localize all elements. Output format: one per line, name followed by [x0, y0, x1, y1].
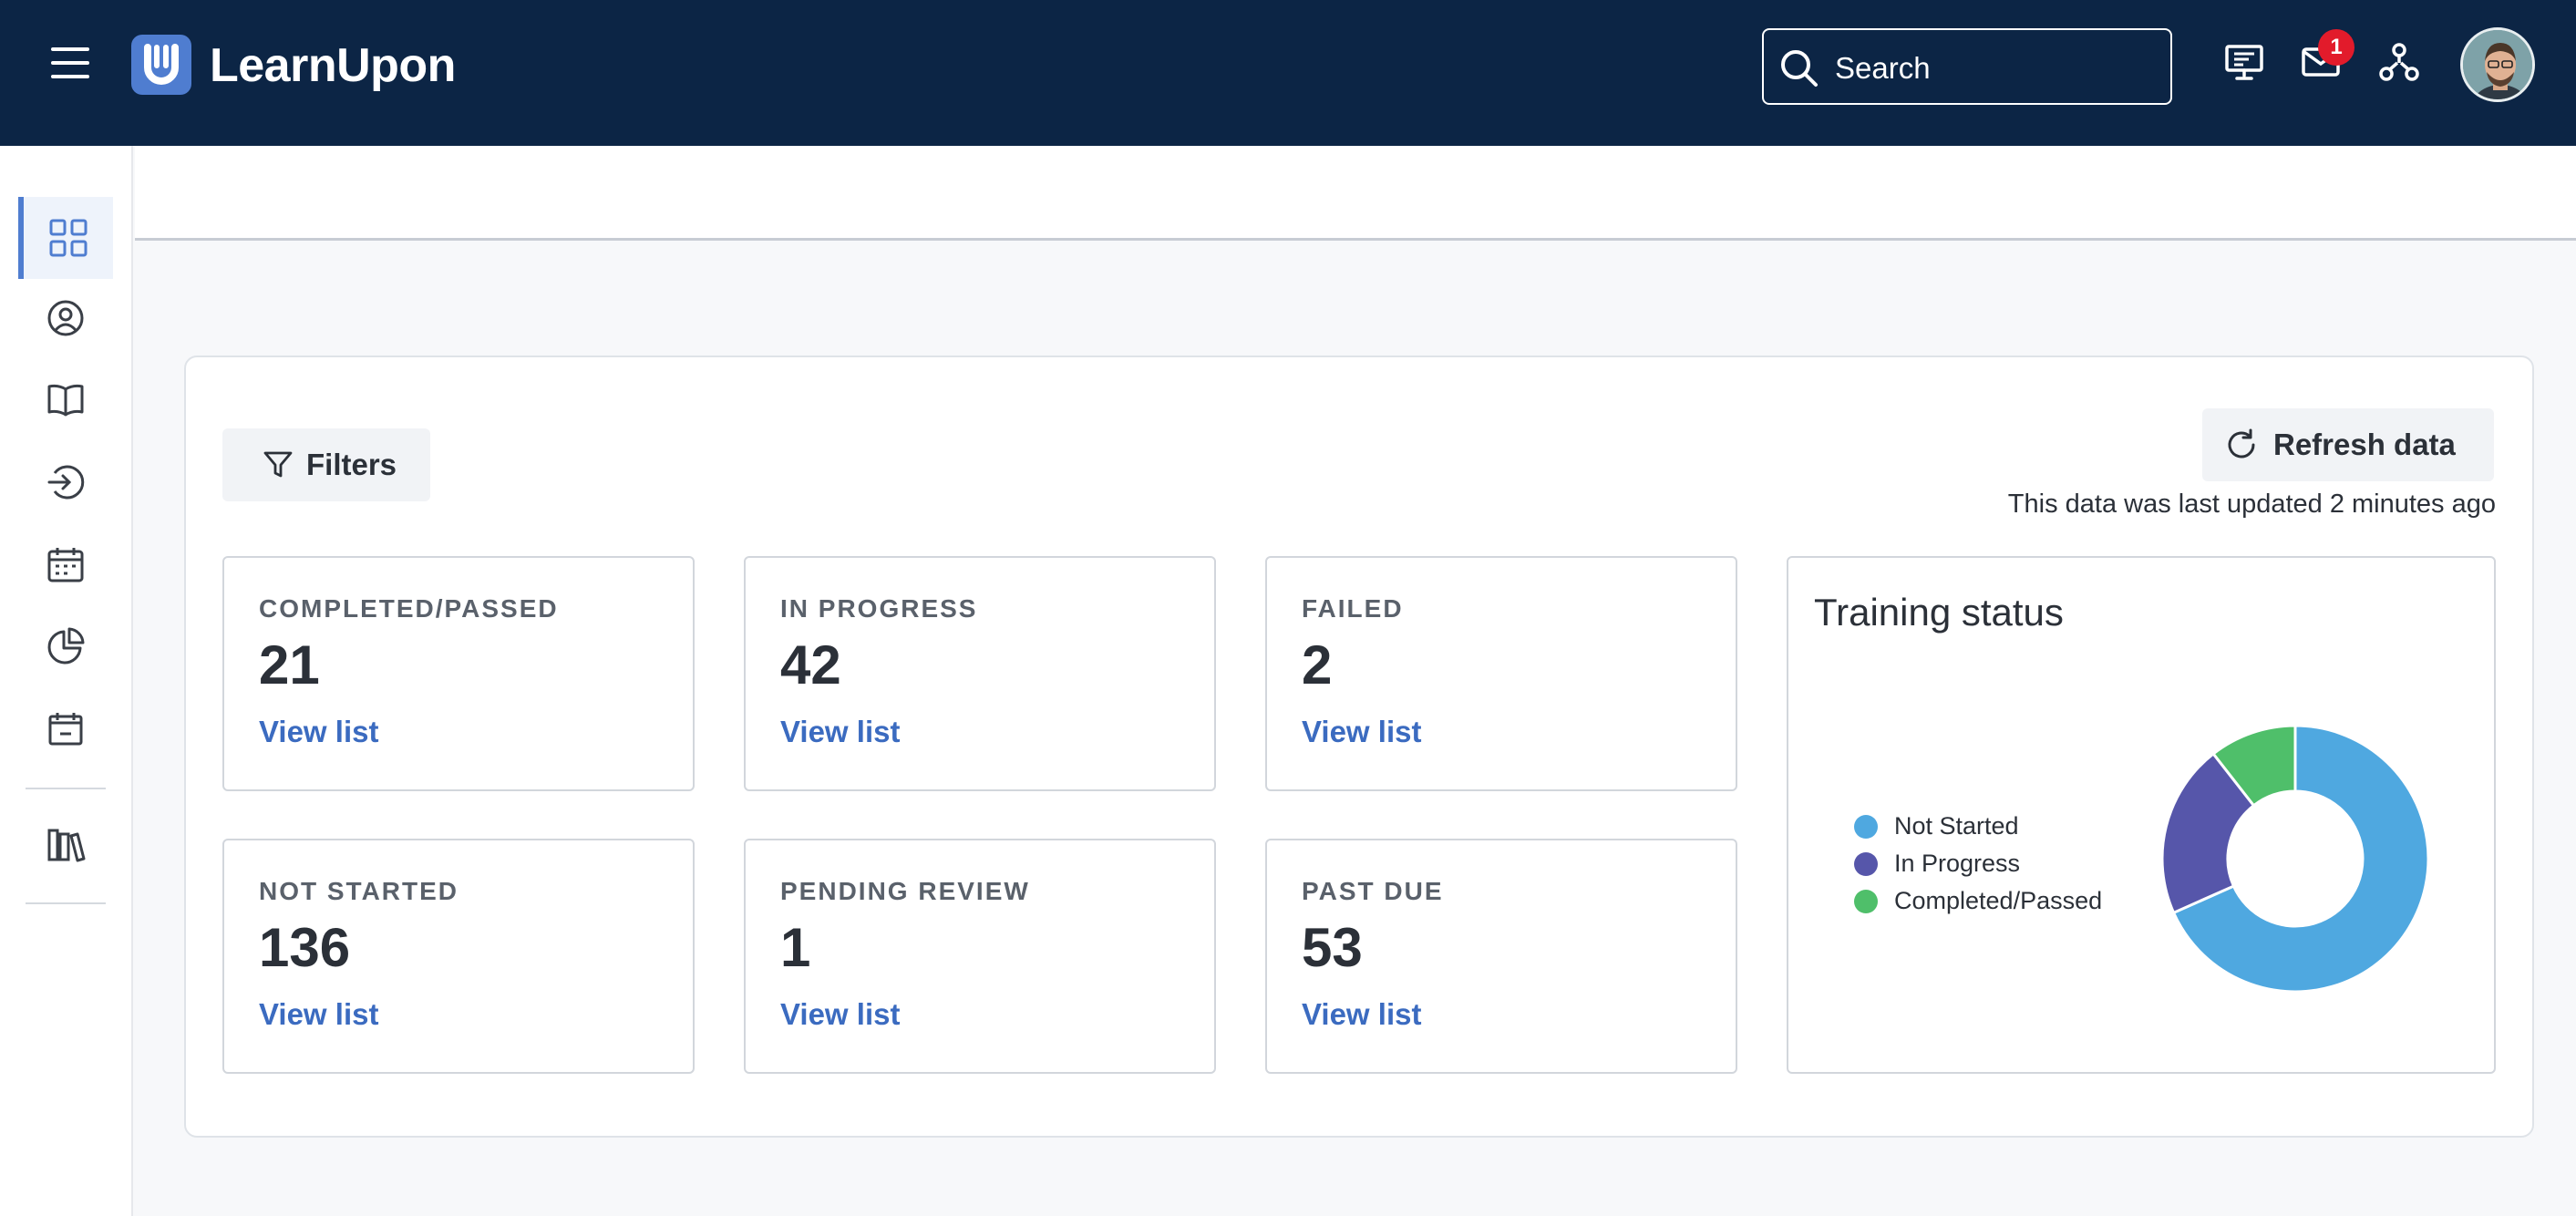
sidebar-item-schedule[interactable] — [18, 687, 113, 769]
view-list-link[interactable]: View list — [780, 997, 901, 1031]
stat-card-label: COMPLETED/PASSED — [259, 594, 559, 623]
user-avatar[interactable] — [2460, 27, 2535, 102]
sidebar-divider — [26, 902, 106, 904]
sidebar-item-calendar[interactable] — [18, 523, 113, 605]
hamburger-menu-icon[interactable] — [51, 47, 89, 78]
legend-item[interactable]: Not Started — [1854, 808, 2102, 845]
legend-swatch-2 — [1854, 889, 1878, 913]
donut-slice-in-progress[interactable] — [2160, 751, 2256, 915]
notification-badge: 1 — [2318, 29, 2354, 66]
top-navigation-bar: LearnUpon Search 1 — [0, 0, 2576, 146]
chart-legend: Not Started In Progress Completed/Passed — [1854, 808, 2102, 920]
training-status-card: Training status Not Started In Progress … — [1787, 556, 2496, 1074]
stat-card-failed: FAILED 2 View list — [1265, 556, 1737, 791]
enroll-arrow-icon — [47, 465, 85, 500]
sidebar-item-enrollments[interactable] — [18, 441, 113, 523]
stat-card-pending-review: PENDING REVIEW 1 View list — [744, 839, 1216, 1074]
sidebar — [0, 146, 133, 1216]
legend-label: In Progress — [1894, 850, 2021, 877]
sidebar-item-courses[interactable] — [18, 359, 113, 441]
sidebar-item-library[interactable] — [18, 804, 113, 886]
refresh-icon — [2228, 428, 2255, 459]
legend-label: Completed/Passed — [1894, 887, 2103, 914]
refresh-data-label: Refresh data — [2273, 428, 2456, 461]
stat-card-value: 21 — [259, 634, 320, 696]
filter-funnel-icon — [263, 451, 293, 478]
view-list-link[interactable]: View list — [1302, 997, 1422, 1031]
legend-item[interactable]: In Progress — [1854, 845, 2102, 882]
donut-slice-completed-passed[interactable] — [2211, 724, 2297, 808]
app-logo-text[interactable]: LearnUpon — [210, 39, 456, 92]
stat-card-label: PENDING REVIEW — [780, 877, 1030, 905]
org-hierarchy-icon[interactable] — [2379, 42, 2419, 87]
view-list-link[interactable]: View list — [780, 715, 901, 748]
legend-swatch-0 — [1854, 814, 1878, 839]
stat-card-label: NOT STARTED — [259, 877, 459, 905]
search-icon — [1781, 50, 1818, 87]
sidebar-item-reports[interactable] — [18, 605, 113, 687]
legend-swatch-1 — [1854, 851, 1878, 876]
last-updated-text: This data was last updated 2 minutes ago — [2007, 489, 2496, 519]
stat-card-past-due: PAST DUE 53 View list — [1265, 839, 1737, 1074]
book-icon — [47, 384, 84, 417]
stat-card-value: 2 — [1302, 634, 1333, 696]
stat-card-value: 42 — [780, 634, 841, 696]
sidebar-item-users[interactable] — [18, 277, 113, 359]
stat-card-not-started: NOT STARTED 136 View list — [222, 839, 695, 1074]
user-circle-icon — [47, 300, 84, 336]
search-placeholder: Search — [1835, 51, 1931, 85]
legend-item[interactable]: Completed/Passed — [1854, 882, 2102, 920]
learnupon-logo-icon[interactable] — [131, 35, 191, 95]
stat-card-value: 136 — [259, 917, 351, 978]
filters-label: Filters — [306, 448, 397, 481]
library-icon — [47, 829, 86, 862]
presentation-icon[interactable] — [2224, 42, 2264, 87]
view-list-link[interactable]: View list — [1302, 715, 1422, 748]
view-list-link[interactable]: View list — [259, 997, 379, 1031]
dashboard-grid-icon — [49, 219, 88, 257]
stat-card-completed: COMPLETED/PASSED 21 View list — [222, 556, 695, 791]
view-list-link[interactable]: View list — [259, 715, 379, 748]
filters-button[interactable]: Filters — [222, 428, 430, 501]
calendar-icon — [47, 548, 84, 582]
calendar-check-icon — [48, 713, 83, 746]
refresh-data-button[interactable]: Refresh data — [2202, 408, 2494, 481]
stat-card-value: 53 — [1302, 917, 1363, 978]
training-status-donut-chart — [2160, 724, 2430, 994]
search-input[interactable]: Search — [1762, 28, 2172, 105]
stat-card-label: FAILED — [1302, 594, 1404, 623]
sub-header — [135, 146, 2576, 241]
stat-card-label: PAST DUE — [1302, 877, 1444, 905]
sidebar-item-dashboard[interactable] — [18, 197, 113, 279]
stat-card-value: 1 — [780, 917, 811, 978]
pie-chart-icon — [47, 627, 85, 665]
donut-slice-not-started[interactable] — [2171, 724, 2430, 994]
legend-label: Not Started — [1894, 812, 2019, 840]
stat-card-in-progress: IN PROGRESS 42 View list — [744, 556, 1216, 791]
stat-card-label: IN PROGRESS — [780, 594, 978, 623]
sidebar-divider — [26, 788, 106, 789]
chart-title: Training status — [1814, 591, 2064, 634]
